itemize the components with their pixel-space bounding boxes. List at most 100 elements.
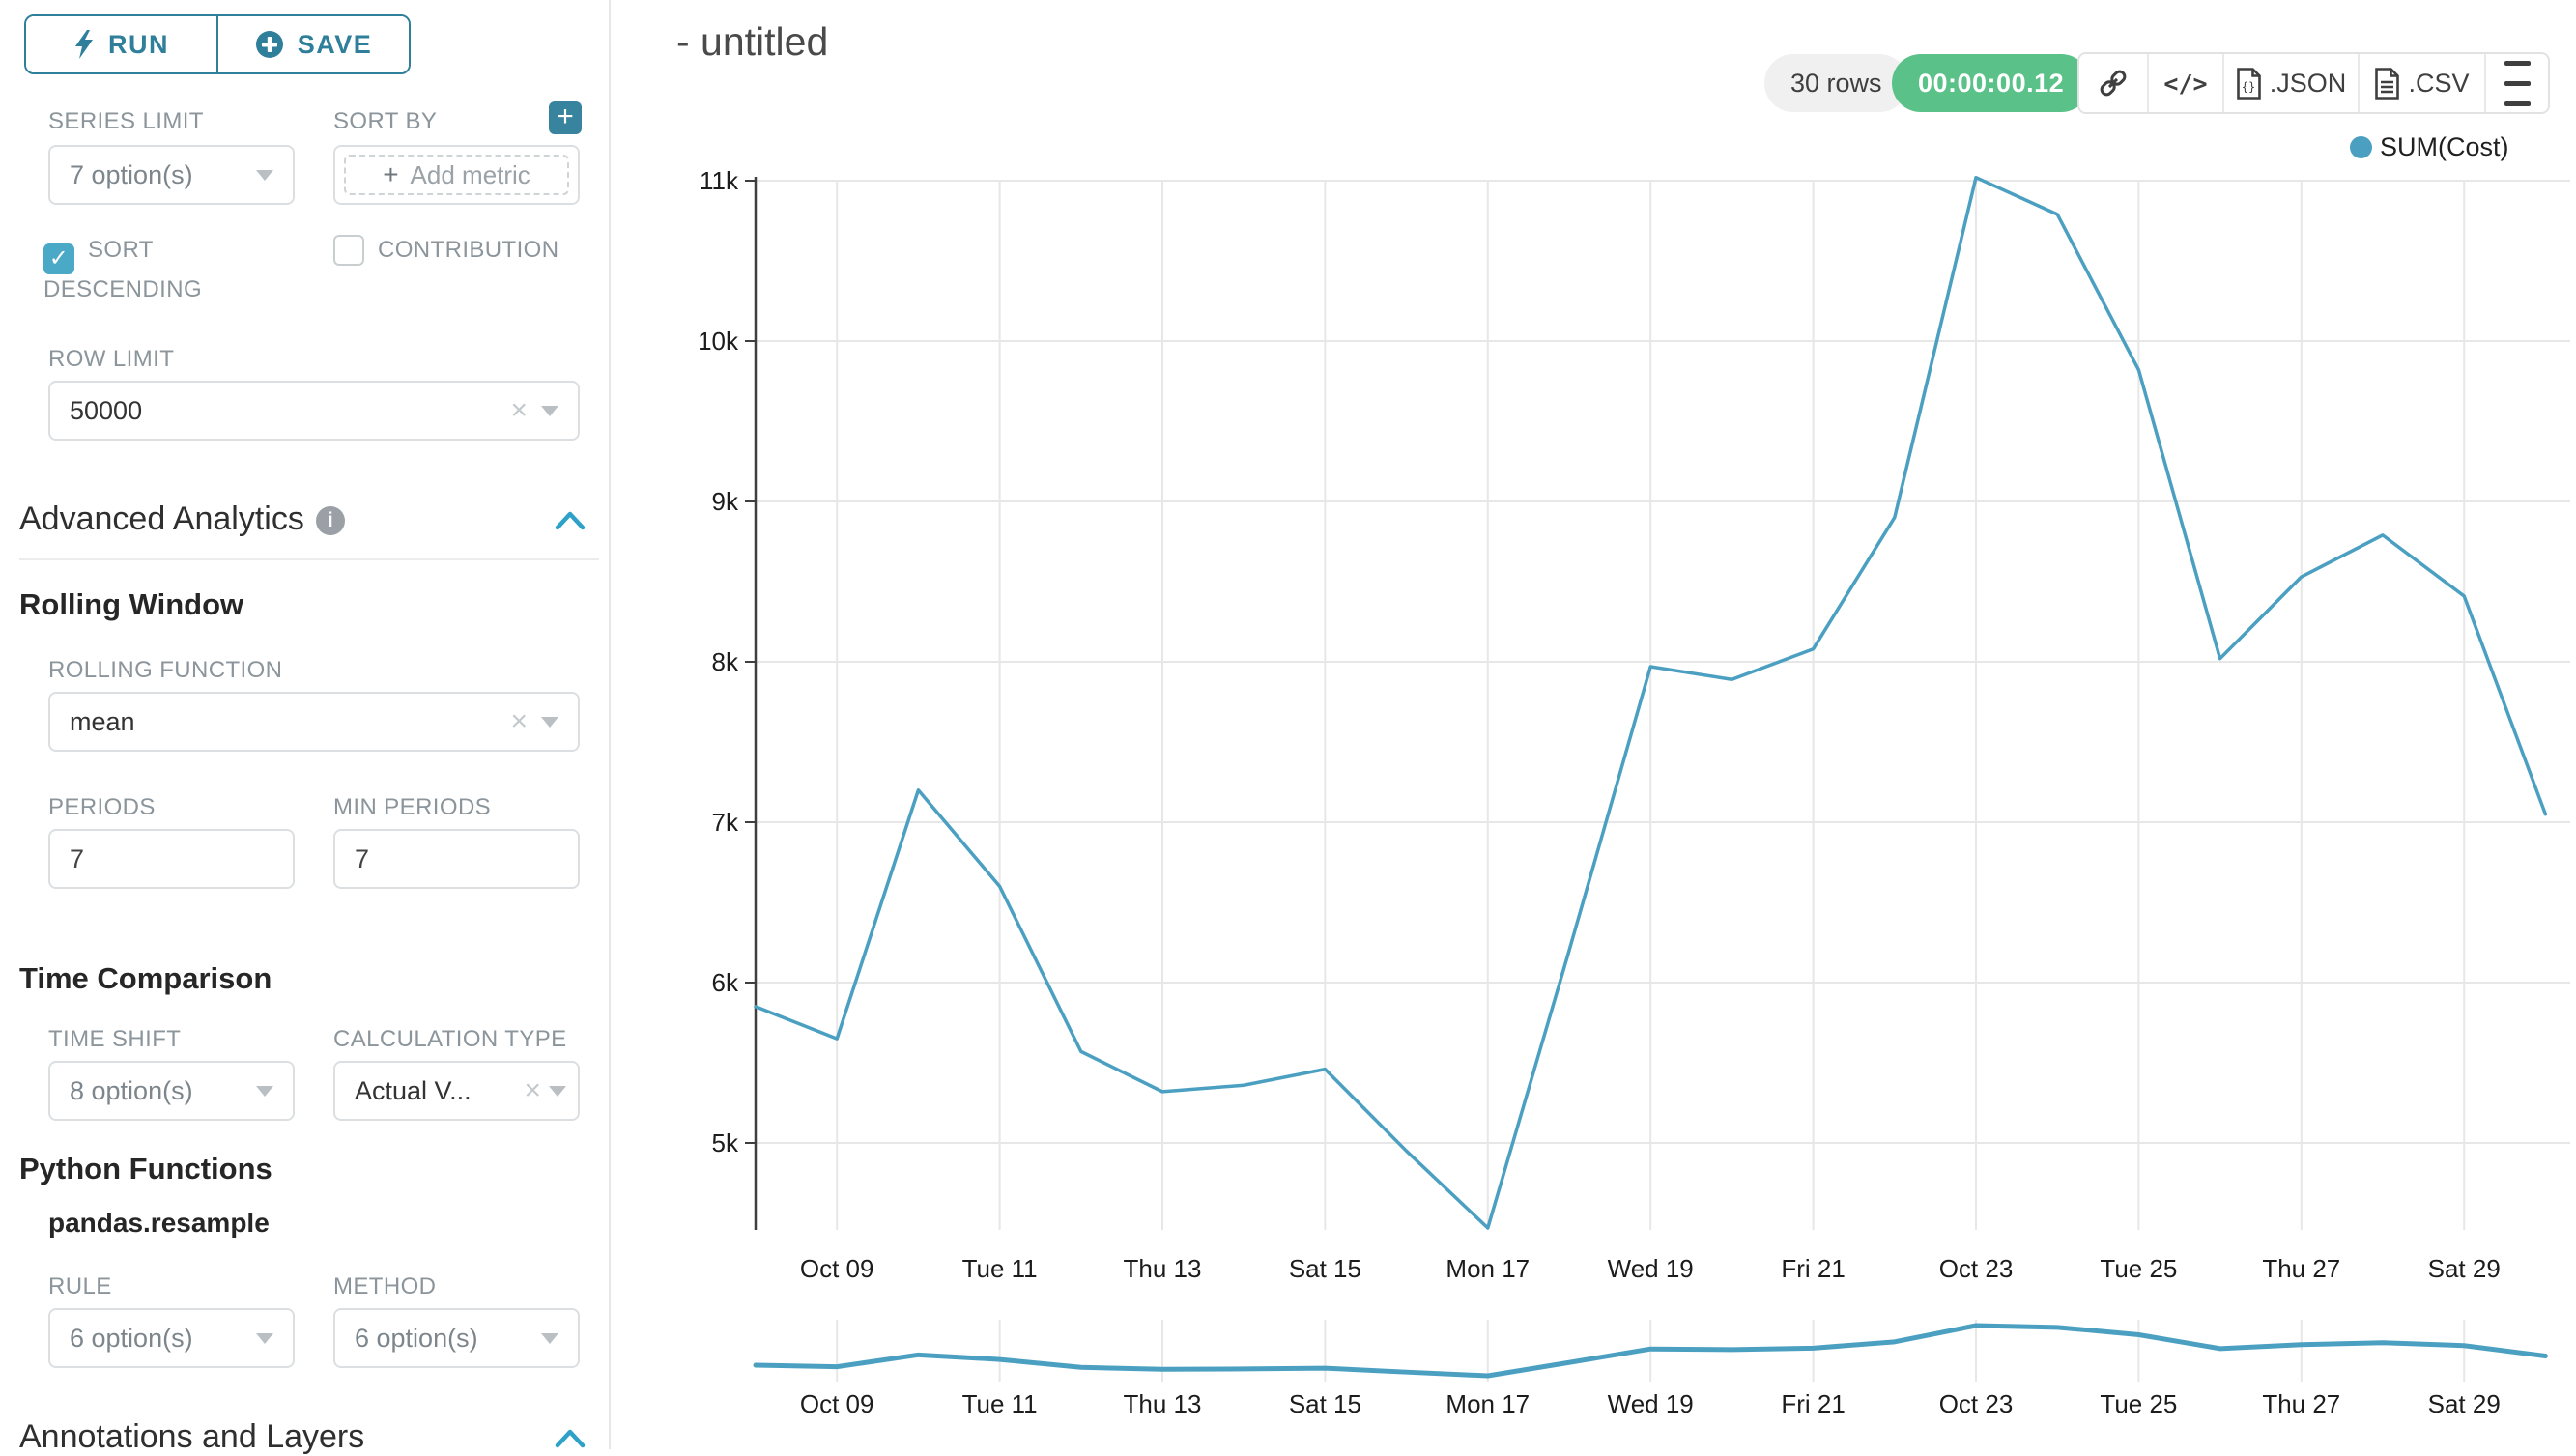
export-json-label: .JSON xyxy=(2269,68,2347,98)
hamburger-icon xyxy=(2504,60,2531,66)
min-periods-label: MIN PERIODS xyxy=(333,794,492,820)
sort-by-label: SORT BY xyxy=(333,108,438,134)
method-select[interactable]: 6 option(s) xyxy=(333,1308,580,1368)
section-divider xyxy=(19,558,599,560)
clear-icon[interactable]: × xyxy=(510,394,528,426)
svg-text:Thu 13: Thu 13 xyxy=(1124,1389,1202,1418)
pandas-resample-subtitle: pandas.resample xyxy=(48,1208,270,1238)
legend-series-dot xyxy=(2350,136,2372,158)
svg-text:Tue 11: Tue 11 xyxy=(962,1254,1038,1283)
chevron-down-icon xyxy=(256,169,273,181)
time-shift-value: 8 option(s) xyxy=(70,1075,193,1105)
svg-text:Tue 25: Tue 25 xyxy=(2100,1254,2177,1283)
add-metric-placeholder[interactable]: + Add metric xyxy=(344,155,569,195)
view-query-button[interactable]: </> xyxy=(2147,54,2222,112)
run-button[interactable]: RUN xyxy=(26,16,216,72)
copy-link-button[interactable] xyxy=(2079,54,2147,112)
rule-select[interactable]: 6 option(s) xyxy=(48,1308,295,1368)
calculation-type-select[interactable]: Actual V... × xyxy=(333,1061,580,1121)
chart-title[interactable]: - untitled xyxy=(676,19,829,64)
time-shift-label: TIME SHIFT xyxy=(48,1026,182,1052)
svg-text:Sat 15: Sat 15 xyxy=(1289,1389,1361,1418)
clear-icon[interactable]: × xyxy=(510,705,528,737)
sort-descending-checkbox[interactable]: ✓ SORT DESCENDING xyxy=(43,235,295,305)
rule-label: RULE xyxy=(48,1273,112,1299)
svg-text:Thu 27: Thu 27 xyxy=(2262,1254,2340,1283)
sort-by-field[interactable]: + Add metric xyxy=(333,145,580,205)
query-timer-badge: 00:00:00.12 xyxy=(1892,54,2091,112)
run-save-button-group: RUN SAVE xyxy=(24,14,411,74)
periods-label: PERIODS xyxy=(48,794,156,820)
annotations-title: Annotations and Layers xyxy=(19,1418,365,1455)
method-value: 6 option(s) xyxy=(355,1323,478,1353)
min-periods-input[interactable] xyxy=(333,829,580,889)
rolling-function-select[interactable]: mean × xyxy=(48,692,580,752)
checkbox-checked-icon[interactable]: ✓ xyxy=(43,243,74,274)
export-csv-button[interactable]: .CSV xyxy=(2358,54,2484,112)
rolling-function-label: ROLLING FUNCTION xyxy=(48,657,283,683)
calculation-type-value: Actual V... xyxy=(355,1075,472,1105)
svg-text:8k: 8k xyxy=(712,647,739,676)
chevron-down-icon xyxy=(549,1085,566,1097)
main-line-chart[interactable]: Oct 09 Tue 11 Thu 13 Sat 15 Mon 17 Wed 19 Fri … xyxy=(618,0,2576,1449)
svg-text:Oct 23: Oct 23 xyxy=(1939,1254,2014,1283)
svg-text:7k: 7k xyxy=(712,808,739,837)
svg-text:Fri 21: Fri 21 xyxy=(1781,1254,1845,1283)
svg-text:Sat 29: Sat 29 xyxy=(2428,1254,2501,1283)
svg-text:5k: 5k xyxy=(712,1128,739,1157)
svg-text:Tue 25: Tue 25 xyxy=(2100,1389,2177,1418)
svg-text:Sat 29: Sat 29 xyxy=(2428,1389,2501,1418)
add-sort-metric-button[interactable]: + xyxy=(549,101,582,134)
code-icon: </> xyxy=(2163,69,2208,98)
row-limit-label: ROW LIMIT xyxy=(48,346,175,372)
time-shift-select[interactable]: 8 option(s) xyxy=(48,1061,295,1121)
rolling-function-value: mean xyxy=(70,706,135,736)
csv-file-icon xyxy=(2375,67,2400,100)
svg-text:Thu 27: Thu 27 xyxy=(2262,1389,2340,1418)
chevron-up-icon[interactable] xyxy=(553,1426,587,1451)
row-limit-select[interactable]: 50000 × xyxy=(48,381,580,441)
chart-panel: - untitled 30 rows 00:00:00.12 </> {} .J… xyxy=(618,0,2576,1449)
chevron-down-icon xyxy=(541,1332,558,1344)
series-limit-label: SERIES LIMIT xyxy=(48,108,204,134)
more-options-button[interactable] xyxy=(2484,54,2548,112)
series-limit-value: 7 option(s) xyxy=(70,159,193,189)
rolling-window-title: Rolling Window xyxy=(19,587,244,621)
svg-text:10k: 10k xyxy=(698,327,739,356)
link-icon xyxy=(2100,70,2127,97)
svg-text:Sat 15: Sat 15 xyxy=(1289,1254,1361,1283)
export-json-button[interactable]: {} .JSON xyxy=(2222,54,2358,112)
series-limit-select[interactable]: 7 option(s) xyxy=(48,145,295,205)
svg-text:6k: 6k xyxy=(712,968,739,997)
method-label: METHOD xyxy=(333,1273,437,1299)
svg-text:9k: 9k xyxy=(712,487,739,516)
chart-legend[interactable]: SUM(Cost) xyxy=(2350,132,2509,162)
plus-icon: + xyxy=(383,159,399,189)
info-icon: i xyxy=(315,506,345,535)
rule-value: 6 option(s) xyxy=(70,1323,193,1353)
chevron-down-icon xyxy=(541,405,558,416)
plus-circle-icon xyxy=(255,31,283,58)
export-csv-label: .CSV xyxy=(2408,68,2470,98)
svg-text:Oct 23: Oct 23 xyxy=(1939,1389,2014,1418)
calculation-type-label: CALCULATION TYPE xyxy=(333,1026,567,1052)
checkbox-unchecked-icon[interactable] xyxy=(333,235,364,266)
svg-text:11k: 11k xyxy=(700,166,739,195)
chevron-up-icon[interactable] xyxy=(553,508,587,533)
svg-text:{}: {} xyxy=(2242,80,2255,94)
contribution-checkbox[interactable]: CONTRIBUTION xyxy=(333,235,604,266)
svg-text:Mon 17: Mon 17 xyxy=(1445,1389,1530,1418)
run-button-label: RUN xyxy=(108,29,169,59)
advanced-analytics-title: Advanced Analytics xyxy=(19,500,304,537)
svg-text:Fri 21: Fri 21 xyxy=(1781,1389,1845,1418)
legend-series-label: SUM(Cost) xyxy=(2380,132,2509,161)
save-button[interactable]: SAVE xyxy=(216,16,409,72)
chevron-down-icon xyxy=(256,1085,273,1097)
periods-input[interactable] xyxy=(48,829,295,889)
svg-text:Tue 11: Tue 11 xyxy=(962,1389,1038,1418)
save-button-label: SAVE xyxy=(297,29,373,59)
python-functions-title: Python Functions xyxy=(19,1152,272,1185)
svg-text:Mon 17: Mon 17 xyxy=(1445,1254,1530,1283)
clear-icon[interactable]: × xyxy=(524,1074,541,1106)
svg-text:Oct 09: Oct 09 xyxy=(800,1254,874,1283)
